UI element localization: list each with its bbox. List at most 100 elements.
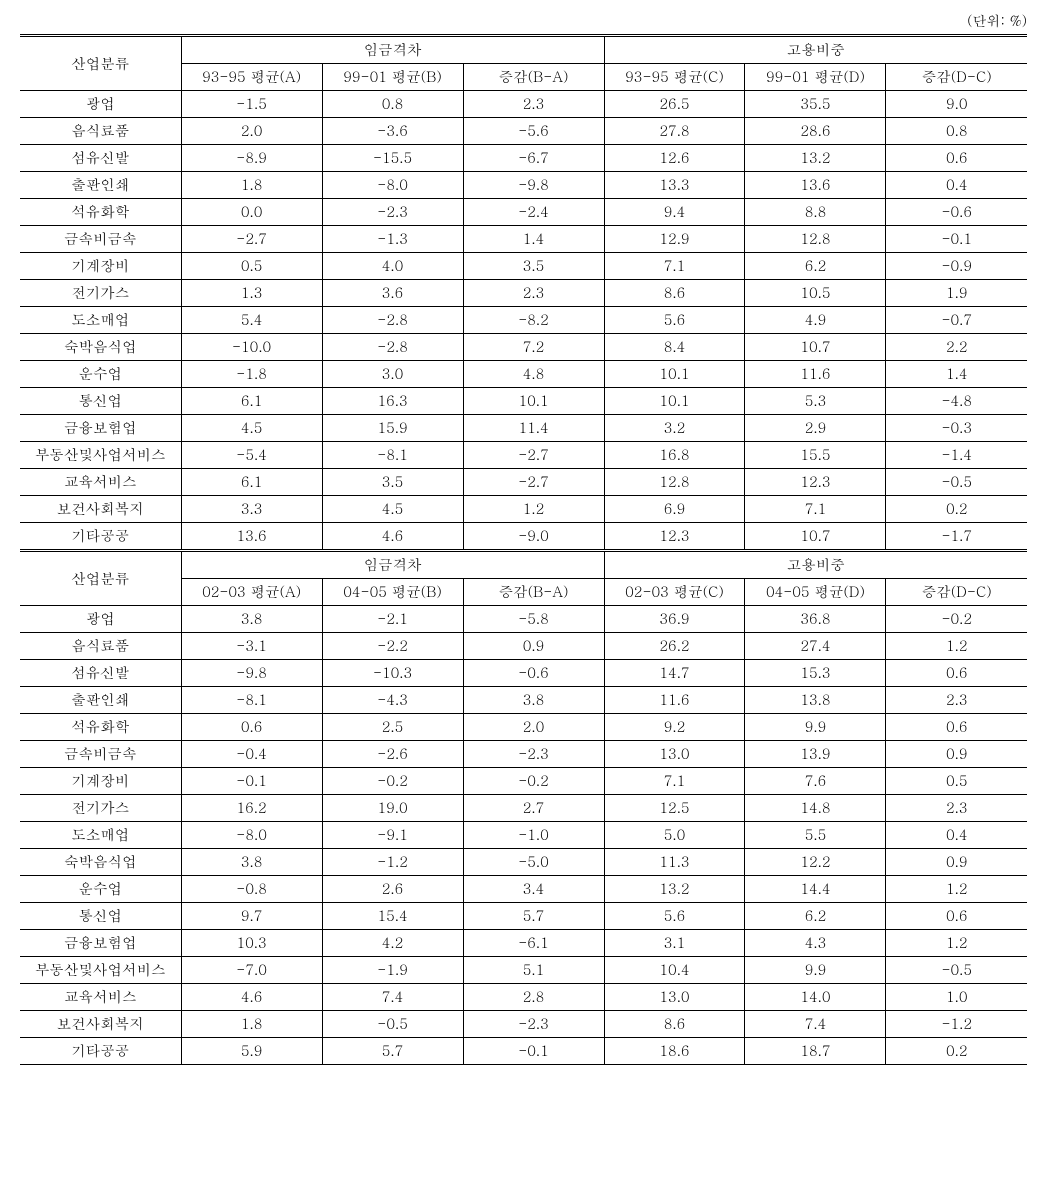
header-col-diff-ba: 증감(B-A) bbox=[463, 64, 604, 91]
row-label: 기계장비 bbox=[20, 768, 181, 795]
cell-a: -1.8 bbox=[181, 361, 322, 388]
cell-c: 8.6 bbox=[604, 280, 745, 307]
cell-c: 7.1 bbox=[604, 253, 745, 280]
cell-c: 8.6 bbox=[604, 1011, 745, 1038]
cell-diff-dc: 0.6 bbox=[886, 903, 1027, 930]
cell-a: -5.4 bbox=[181, 442, 322, 469]
row-label: 광업 bbox=[20, 606, 181, 633]
cell-c: 14.7 bbox=[604, 660, 745, 687]
cell-d: 14.8 bbox=[745, 795, 886, 822]
cell-diff-dc: -0.7 bbox=[886, 307, 1027, 334]
row-label: 운수업 bbox=[20, 361, 181, 388]
header-wage-gap: 임금격차 bbox=[181, 36, 604, 64]
cell-b: -2.8 bbox=[322, 307, 463, 334]
cell-diff-dc: 1.2 bbox=[886, 930, 1027, 957]
cell-d: 7.6 bbox=[745, 768, 886, 795]
cell-d: 7.1 bbox=[745, 496, 886, 523]
cell-c: 10.1 bbox=[604, 388, 745, 415]
cell-diff-ba: 1.4 bbox=[463, 226, 604, 253]
cell-c: 10.1 bbox=[604, 361, 745, 388]
cell-c: 12.5 bbox=[604, 795, 745, 822]
cell-diff-ba: 4.8 bbox=[463, 361, 604, 388]
cell-c: 5.6 bbox=[604, 903, 745, 930]
cell-d: 14.4 bbox=[745, 876, 886, 903]
cell-d: 10.5 bbox=[745, 280, 886, 307]
cell-d: 5.3 bbox=[745, 388, 886, 415]
cell-diff-dc: 2.3 bbox=[886, 687, 1027, 714]
cell-c: 12.6 bbox=[604, 145, 745, 172]
cell-diff-dc: -1.4 bbox=[886, 442, 1027, 469]
row-label: 금속비금속 bbox=[20, 226, 181, 253]
cell-diff-dc: 0.4 bbox=[886, 822, 1027, 849]
row-label: 출판인쇄 bbox=[20, 687, 181, 714]
cell-diff-dc: 0.8 bbox=[886, 118, 1027, 145]
cell-c: 12.3 bbox=[604, 523, 745, 551]
header-col-d2: 04-05 평균(D) bbox=[745, 579, 886, 606]
cell-d: 13.2 bbox=[745, 145, 886, 172]
cell-diff-dc: 2.3 bbox=[886, 795, 1027, 822]
cell-diff-ba: 5.7 bbox=[463, 903, 604, 930]
cell-c: 3.2 bbox=[604, 415, 745, 442]
cell-diff-ba: -0.2 bbox=[463, 768, 604, 795]
cell-b: -4.3 bbox=[322, 687, 463, 714]
cell-a: -2.7 bbox=[181, 226, 322, 253]
cell-b: 0.8 bbox=[322, 91, 463, 118]
cell-b: 5.7 bbox=[322, 1038, 463, 1065]
cell-a: -7.0 bbox=[181, 957, 322, 984]
cell-diff-ba: -9.8 bbox=[463, 172, 604, 199]
cell-diff-dc: 1.9 bbox=[886, 280, 1027, 307]
cell-diff-ba: -0.6 bbox=[463, 660, 604, 687]
cell-b: -1.3 bbox=[322, 226, 463, 253]
row-label: 섬유신발 bbox=[20, 660, 181, 687]
cell-a: -3.1 bbox=[181, 633, 322, 660]
data-table: 산업분류임금격차고용비중93-95 평균(A)99-01 평균(B)증감(B-A… bbox=[20, 34, 1027, 1065]
cell-c: 11.3 bbox=[604, 849, 745, 876]
cell-diff-dc: 0.6 bbox=[886, 145, 1027, 172]
row-label: 통신업 bbox=[20, 388, 181, 415]
cell-diff-dc: 9.0 bbox=[886, 91, 1027, 118]
cell-diff-dc: -0.6 bbox=[886, 199, 1027, 226]
cell-b: 16.3 bbox=[322, 388, 463, 415]
cell-a: -9.8 bbox=[181, 660, 322, 687]
cell-d: 36.8 bbox=[745, 606, 886, 633]
cell-diff-ba: 0.9 bbox=[463, 633, 604, 660]
cell-a: -8.9 bbox=[181, 145, 322, 172]
row-label: 교육서비스 bbox=[20, 469, 181, 496]
cell-a: 6.1 bbox=[181, 388, 322, 415]
cell-c: 12.9 bbox=[604, 226, 745, 253]
cell-b: 15.4 bbox=[322, 903, 463, 930]
cell-diff-dc: -0.5 bbox=[886, 469, 1027, 496]
header-col-d: 99-01 평균(D) bbox=[745, 64, 886, 91]
table-body: 산업분류임금격차고용비중93-95 평균(A)99-01 평균(B)증감(B-A… bbox=[20, 36, 1027, 1065]
cell-a: 1.3 bbox=[181, 280, 322, 307]
cell-diff-dc: 1.2 bbox=[886, 876, 1027, 903]
cell-diff-ba: -0.1 bbox=[463, 1038, 604, 1065]
cell-b: -2.2 bbox=[322, 633, 463, 660]
cell-diff-dc: 0.6 bbox=[886, 714, 1027, 741]
cell-diff-dc: 1.0 bbox=[886, 984, 1027, 1011]
cell-c: 7.1 bbox=[604, 768, 745, 795]
cell-diff-dc: 1.2 bbox=[886, 633, 1027, 660]
cell-a: -8.1 bbox=[181, 687, 322, 714]
cell-c: 16.8 bbox=[604, 442, 745, 469]
cell-d: 2.9 bbox=[745, 415, 886, 442]
cell-d: 6.2 bbox=[745, 253, 886, 280]
cell-c: 36.9 bbox=[604, 606, 745, 633]
row-label: 도소매업 bbox=[20, 822, 181, 849]
row-label: 교육서비스 bbox=[20, 984, 181, 1011]
cell-diff-dc: -0.3 bbox=[886, 415, 1027, 442]
row-label: 석유화학 bbox=[20, 714, 181, 741]
cell-diff-ba: 3.4 bbox=[463, 876, 604, 903]
cell-c: 5.6 bbox=[604, 307, 745, 334]
row-label: 부동산및사업서비스 bbox=[20, 442, 181, 469]
cell-c: 12.8 bbox=[604, 469, 745, 496]
header-col-c2: 02-03 평균(C) bbox=[604, 579, 745, 606]
cell-d: 10.7 bbox=[745, 523, 886, 551]
cell-b: 19.0 bbox=[322, 795, 463, 822]
cell-d: 15.3 bbox=[745, 660, 886, 687]
cell-c: 13.0 bbox=[604, 741, 745, 768]
row-label: 광업 bbox=[20, 91, 181, 118]
cell-diff-ba: -6.7 bbox=[463, 145, 604, 172]
cell-b: -2.1 bbox=[322, 606, 463, 633]
cell-diff-ba: 2.7 bbox=[463, 795, 604, 822]
